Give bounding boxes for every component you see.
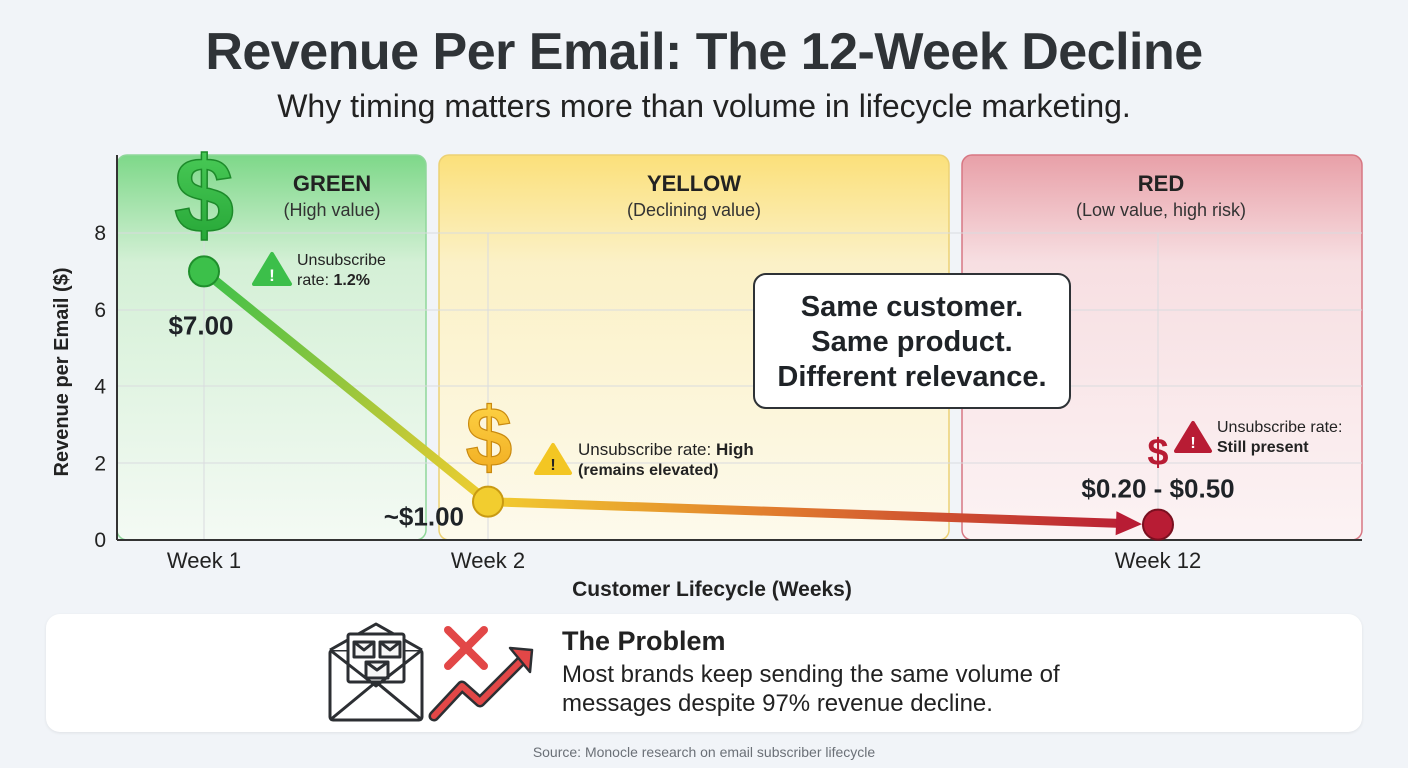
data-label: ~$1.00 (384, 502, 464, 532)
source-note: Source: Monocle research on email subscr… (532, 744, 876, 760)
y-axis-label: Revenue per Email ($) (51, 268, 73, 477)
series-arrowhead (1115, 511, 1143, 536)
problem-title: The Problem (562, 626, 726, 656)
series-line (199, 266, 1143, 536)
red-x-icon (444, 626, 488, 670)
yellow-annotation-value: High (716, 440, 754, 459)
callout-line-2: Same product. (811, 326, 1012, 358)
zone-yellow-desc: (Declining value) (627, 200, 761, 220)
problem-body: Most brands keep sending the same volume… (562, 661, 1060, 717)
green-annotation-line2: rate: 1.2% (297, 272, 370, 289)
problem-card: The Problem Most brands keep sending the… (46, 614, 1362, 732)
zone-yellow-name: YELLOW (647, 171, 741, 196)
data-point (188, 255, 220, 288)
chart-subtitle: Why timing matters more than volume in l… (277, 88, 1131, 124)
y-tick-label: 6 (94, 299, 106, 322)
callout-line-3: Different relevance. (777, 361, 1046, 393)
callout-line-1: Same customer. (801, 291, 1023, 323)
data-point (1142, 508, 1174, 541)
callout-box: Same customer. Same product. Different r… (753, 273, 1071, 409)
zone-red-name: RED (1138, 171, 1184, 196)
y-tick-label: 4 (94, 376, 106, 399)
problem-icons (328, 622, 534, 722)
decline-arrow-icon (428, 646, 534, 722)
series-segment (199, 266, 493, 507)
x-tick-label-week1: Week 1 (167, 548, 241, 573)
warning-green-icon: ! (252, 252, 292, 286)
zone-green-desc: (High value) (283, 200, 380, 220)
x-tick-label-week2: Week 2 (451, 548, 525, 573)
x-tick-label-week12: Week 12 (1115, 548, 1201, 573)
warning-yellow-icon: ! (534, 443, 572, 475)
zone-red-desc: (Low value, high risk) (1076, 200, 1246, 220)
dollar-green-icon: $ (174, 134, 234, 255)
dollar-gold-icon: $ (466, 390, 513, 484)
green-annotation-prefix: rate: (297, 272, 333, 289)
y-tick-label: 0 (94, 529, 106, 552)
red-annotation-line1: Unsubscribe rate: (1217, 419, 1342, 436)
svg-text:!: ! (269, 266, 275, 285)
warning-red-icon: ! (1174, 421, 1212, 453)
data-point (472, 485, 504, 518)
yellow-annotation-line2: (remains elevated) (578, 462, 719, 479)
dollar-red-icon: $ (1147, 432, 1168, 474)
zone-green-name: GREEN (293, 171, 371, 196)
grid (117, 232, 1362, 540)
svg-text:!: ! (1190, 435, 1195, 452)
yellow-annotation-line1: Unsubscribe rate: High (578, 440, 754, 459)
data-label: $0.20 - $0.50 (1081, 474, 1234, 504)
data-label: $7.00 (168, 310, 233, 340)
green-annotation-line1: Unsubscribe (297, 252, 386, 269)
series-segment (483, 497, 1121, 528)
x-axis-label: Customer Lifecycle (Weeks) (572, 578, 852, 601)
red-annotation-line2: Still present (1217, 439, 1309, 456)
yellow-annotation-prefix: Unsubscribe rate: (578, 440, 716, 459)
y-tick-label: 2 (94, 452, 106, 475)
svg-text:!: ! (550, 457, 555, 474)
chart-title: Revenue Per Email: The 12-Week Decline (205, 23, 1203, 81)
data-labels: $7.00 ~$1.00 $0.20 - $0.50 (168, 310, 1234, 531)
data-points (188, 255, 1174, 541)
revenue-chart: 0 2 4 6 8 Week 1 Week 2 Week 12 Customer… (51, 133, 1363, 601)
green-annotation-value: 1.2% (333, 272, 369, 289)
email-envelope-icon (328, 622, 424, 722)
y-tick-label: 8 (94, 222, 106, 245)
